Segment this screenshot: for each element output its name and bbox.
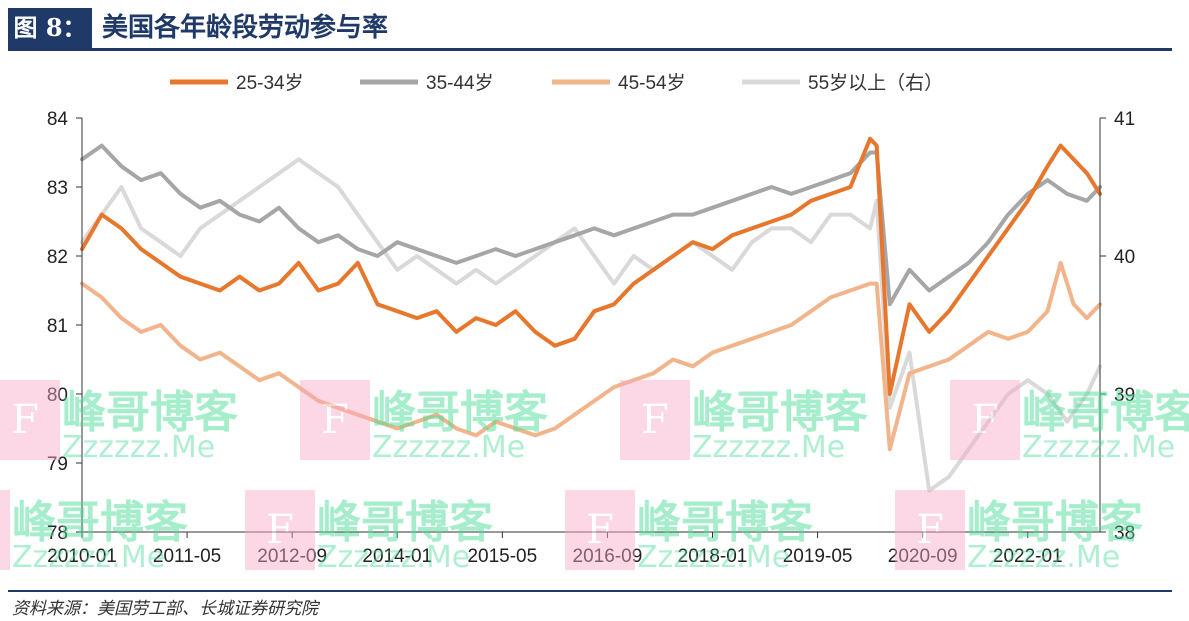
watermark-url: Zzzzzz.Me [317,540,471,575]
watermark-badge: F [565,490,635,570]
y-left-tick-label: 79 [47,454,68,475]
y-right-tick-label: 38 [1114,523,1135,544]
watermark-badge: F [950,380,1020,460]
y-right-tick-label: 39 [1114,385,1135,406]
watermark-badge: F [895,490,965,570]
y-right-tick-label: 41 [1114,109,1135,130]
watermark-url: Zzzzzz.Me [637,540,791,575]
footer-rule [8,590,1172,592]
y-left-tick-label: 78 [47,523,68,544]
header-rule [8,48,1172,51]
y-left-tick-label: 81 [47,316,68,337]
watermark-text: 峰哥博客 [637,497,813,548]
legend-label-1: 35-44岁 [426,72,494,94]
x-tick-label: 2010-01 [47,546,117,567]
y-right-tick-label: 40 [1114,247,1135,268]
axes: 84 83 82 81 80 79 78 41 40 39 38 2010-01 2011-05 2012… [47,109,1135,567]
line-chart: 25-34岁 35-44岁 45-54岁 55岁以上（右） 84 83 82 81 80 79 7… [47,72,1135,567]
watermark-text: 峰哥博客 [62,387,238,438]
watermark-url: Zzzzzz.Me [372,430,526,465]
series-line-2 [80,260,1102,452]
watermark-text: 峰哥博客 [12,497,188,548]
watermark-url: Zzzzzz.Me [12,540,166,575]
y-left-tick-label: 83 [47,178,68,199]
watermark-text: 峰哥博客 [317,497,493,548]
legend-label-3: 55岁以上（右） [808,72,943,94]
figure-title: 美国各年龄段劳动参与率 [102,13,389,43]
y-left-tick-label: 80 [47,385,68,406]
y-left-tick-label: 82 [47,247,68,268]
legend-label-0: 25-34岁 [236,72,304,94]
watermark-url: Zzzzzz.Me [1022,430,1176,465]
watermark-text: 峰哥博客 [1022,387,1189,438]
x-tick-label: 2019-05 [783,546,853,567]
x-tick-label: 2015-05 [467,546,537,567]
series-line-0 [80,136,1102,396]
watermark-url: Zzzzzz.Me [967,540,1121,575]
x-tick-label: 2016-09 [573,546,643,567]
x-tick-label: 2022-01 [993,546,1063,567]
watermark-url: Zzzzzz.Me [62,430,216,465]
watermark-url: Zzzzzz.Me [692,430,846,465]
watermark-badge: F [245,490,315,570]
watermark-text: 峰哥博客 [967,497,1143,548]
source-note: 资料来源：美国劳工部、长城证券研究院 [12,599,318,619]
legend: 25-34岁 35-44岁 45-54岁 55岁以上（右） [170,72,943,94]
series-line-3 [80,157,1102,493]
watermark-text: 峰哥博客 [372,387,548,438]
plot-area [80,136,1102,493]
x-tick-label: 2020-09 [888,546,958,567]
watermark-badge: F [620,380,690,460]
series-line-1 [80,143,1102,307]
figure-header: 图 8： 美国各年龄段劳动参与率 [8,8,1181,48]
x-tick-label: 2012-09 [257,546,327,567]
x-tick-label: 2018-01 [678,546,748,567]
watermark-badge: F [0,490,10,570]
watermark-badge: F [0,380,60,460]
watermark-badge: F [300,380,370,460]
x-tick-label: 2014-01 [362,546,432,567]
figure-label: 图 8： [8,8,92,48]
x-tick-label: 2011-05 [153,546,221,567]
y-left-tick-label: 84 [47,109,69,130]
watermark-text: 峰哥博客 [692,387,868,438]
legend-label-2: 45-54岁 [618,72,686,94]
